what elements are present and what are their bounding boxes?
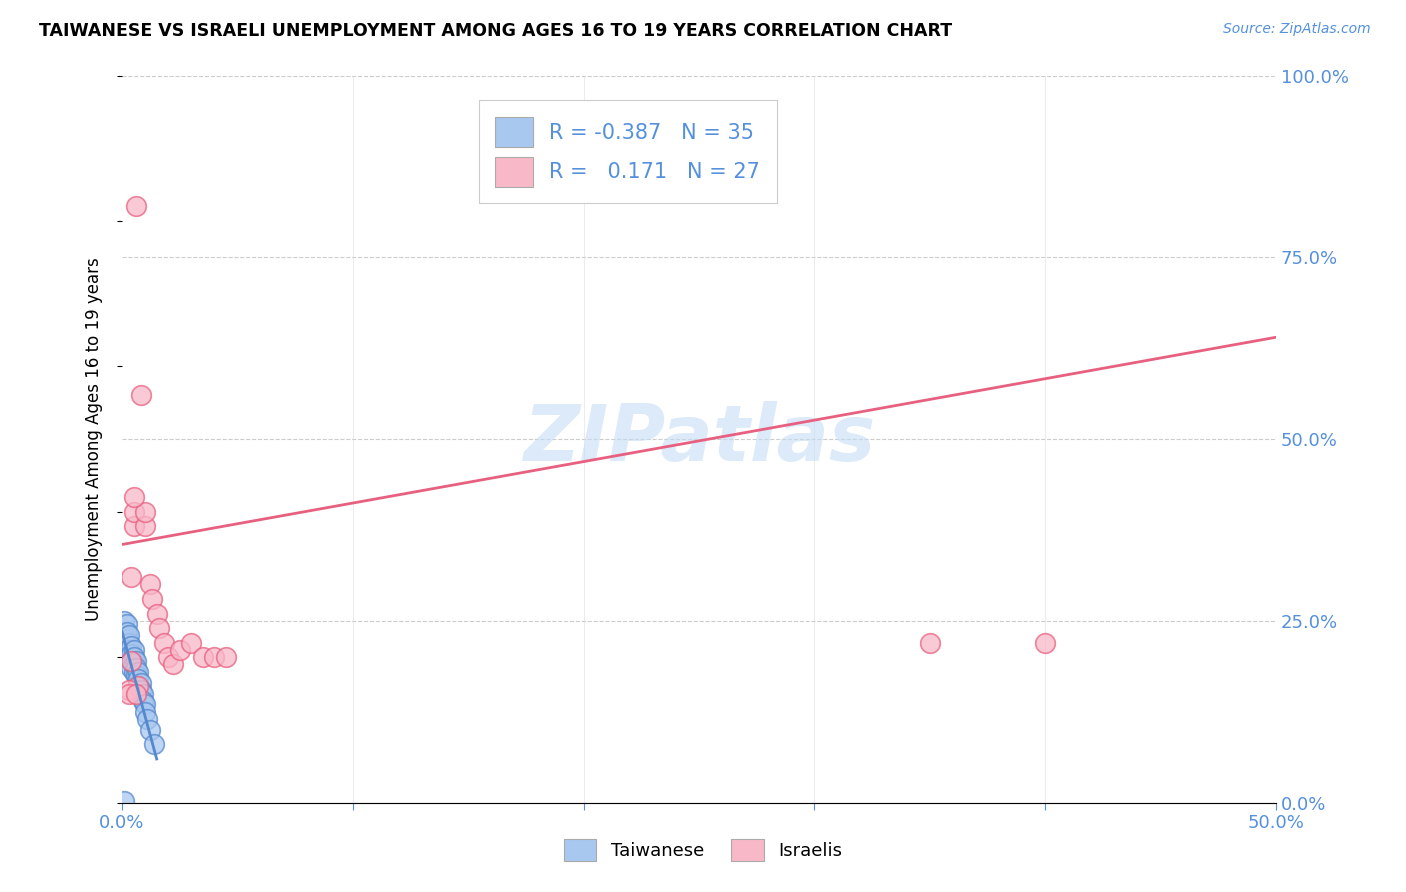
Point	[143, 738, 166, 752]
Point	[122, 519, 145, 533]
Point	[118, 628, 141, 642]
Point	[148, 621, 170, 635]
Point	[118, 687, 141, 701]
Point	[180, 635, 202, 649]
Point	[215, 650, 238, 665]
Point	[127, 672, 149, 686]
Point	[120, 654, 142, 668]
Point	[169, 643, 191, 657]
Point	[1033, 635, 1056, 649]
Point	[127, 665, 149, 679]
Point	[132, 687, 155, 701]
Point	[118, 635, 141, 649]
Point	[120, 640, 142, 654]
Text: TAIWANESE VS ISRAELI UNEMPLOYMENT AMONG AGES 16 TO 19 YEARS CORRELATION CHART: TAIWANESE VS ISRAELI UNEMPLOYMENT AMONG …	[39, 22, 952, 40]
Point	[120, 570, 142, 584]
Point	[115, 617, 138, 632]
Point	[127, 679, 149, 693]
Point	[112, 643, 135, 657]
Point	[125, 199, 148, 213]
Point	[122, 650, 145, 665]
Point	[112, 614, 135, 628]
Point	[134, 705, 156, 719]
Point	[122, 665, 145, 679]
Point	[129, 388, 152, 402]
Point	[134, 505, 156, 519]
Point	[134, 519, 156, 533]
Point	[202, 650, 225, 665]
Point	[118, 650, 141, 665]
Point	[129, 675, 152, 690]
Point	[127, 679, 149, 693]
Point	[129, 682, 152, 697]
Point	[125, 687, 148, 701]
Point	[125, 661, 148, 675]
Point	[115, 640, 138, 654]
Point	[139, 723, 162, 737]
Point	[112, 794, 135, 808]
Point	[132, 694, 155, 708]
Text: ZIPatlas: ZIPatlas	[523, 401, 875, 477]
Point	[125, 668, 148, 682]
Point	[120, 661, 142, 675]
Point	[115, 632, 138, 646]
Point	[141, 592, 163, 607]
Legend: R = -0.387   N = 35, R =   0.171   N = 27: R = -0.387 N = 35, R = 0.171 N = 27	[478, 101, 778, 203]
Point	[122, 657, 145, 672]
Point	[125, 654, 148, 668]
Point	[118, 682, 141, 697]
Point	[139, 577, 162, 591]
Point	[120, 654, 142, 668]
Text: Source: ZipAtlas.com: Source: ZipAtlas.com	[1223, 22, 1371, 37]
Point	[118, 643, 141, 657]
Point	[152, 635, 174, 649]
Point	[162, 657, 184, 672]
Point	[136, 712, 159, 726]
Point	[122, 505, 145, 519]
Point	[122, 643, 145, 657]
Point	[145, 607, 167, 621]
Point	[157, 650, 180, 665]
Point	[134, 698, 156, 712]
Legend: Taiwanese, Israelis: Taiwanese, Israelis	[551, 827, 855, 874]
Point	[122, 490, 145, 504]
Point	[120, 647, 142, 661]
Point	[191, 650, 214, 665]
Point	[115, 624, 138, 639]
Point	[918, 635, 941, 649]
Point	[112, 628, 135, 642]
Y-axis label: Unemployment Among Ages 16 to 19 years: Unemployment Among Ages 16 to 19 years	[86, 257, 103, 621]
